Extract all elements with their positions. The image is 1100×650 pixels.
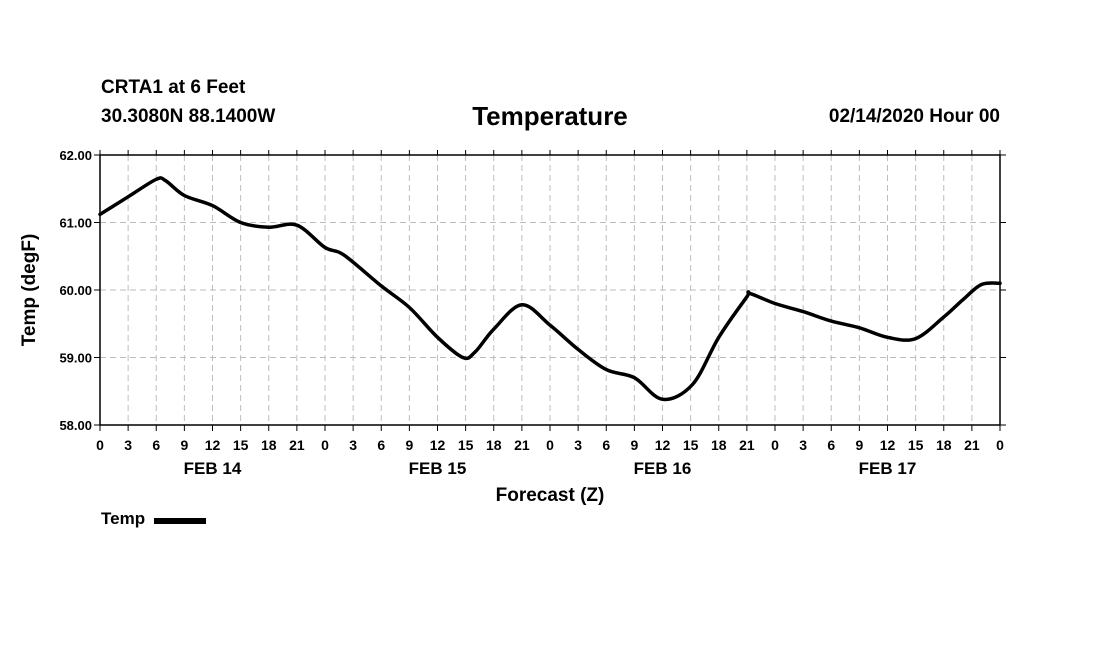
- day-label: FEB 16: [634, 459, 692, 478]
- x-tick-label: 0: [996, 437, 1004, 453]
- x-tick-label: 21: [739, 437, 755, 453]
- station-coordinates: 30.3080N 88.1400W: [101, 106, 276, 127]
- x-tick-label: 3: [124, 437, 132, 453]
- x-tick-label: 15: [908, 437, 924, 453]
- x-tick-label: 6: [152, 437, 160, 453]
- x-tick-label: 3: [574, 437, 582, 453]
- x-tick-label: 0: [321, 437, 329, 453]
- x-tick-label: 12: [655, 437, 671, 453]
- station-name: CRTA1 at 6 Feet: [101, 77, 246, 98]
- y-axis-tick-labels: 58.00 59.00 60.00 61.00 62.00: [59, 148, 92, 433]
- x-tick-label: 18: [711, 437, 727, 453]
- x-tick-label: 9: [180, 437, 188, 453]
- x-tick-label: 15: [683, 437, 699, 453]
- x-tick-label: 0: [96, 437, 104, 453]
- y-tick-label: 61.00: [59, 216, 92, 231]
- y-axis-title: Temp (degF): [19, 234, 40, 347]
- x-tick-label: 6: [602, 437, 610, 453]
- x-tick-label: 12: [205, 437, 221, 453]
- x-tick-label: 3: [349, 437, 357, 453]
- x-axis-tick-labels: 0 3 6 9 12 15 18 21 0 3 6 9 12 15 18 21 0 3 6 9 12 15 18 21 0 3 6 9…: [96, 437, 1004, 453]
- x-tick-label: 3: [799, 437, 807, 453]
- x-tick-label: 18: [936, 437, 952, 453]
- x-tick-label: 21: [289, 437, 305, 453]
- x-tick-label: 12: [430, 437, 446, 453]
- x-tick-label: 15: [458, 437, 474, 453]
- legend-label: Temp: [101, 509, 146, 528]
- y-tick-label: 58.00: [59, 418, 92, 433]
- y-tick-label: 59.00: [59, 351, 92, 366]
- x-tick-label: 9: [855, 437, 863, 453]
- x-tick-label: 9: [405, 437, 413, 453]
- x-tick-label: 12: [880, 437, 896, 453]
- x-tick-label: 18: [486, 437, 502, 453]
- y-tick-label: 60.00: [59, 283, 92, 298]
- x-tick-label: 21: [514, 437, 530, 453]
- legend: Temp: [101, 509, 207, 529]
- y-tick-label: 62.00: [59, 148, 92, 163]
- chart-title: Temperature: [472, 101, 628, 131]
- grid-lines: [100, 155, 1000, 425]
- x-tick-label: 15: [233, 437, 249, 453]
- x-tick-label: 0: [546, 437, 554, 453]
- x-tick-label: 9: [630, 437, 638, 453]
- x-tick-label: 21: [964, 437, 980, 453]
- x-tick-label: 18: [261, 437, 277, 453]
- model-run-time: 02/14/2020 Hour 00: [828, 106, 1000, 127]
- temp-series-line: [98, 176, 1002, 402]
- day-labels: FEB 14 FEB 15 FEB 16 FEB 17: [184, 459, 917, 478]
- axis-ticks: [94, 150, 1006, 431]
- legend-swatch-temp: [154, 517, 207, 524]
- day-label: FEB 17: [859, 459, 917, 478]
- x-axis-title: Forecast (Z): [496, 485, 605, 506]
- day-label: FEB 15: [409, 459, 467, 478]
- day-label: FEB 14: [184, 459, 242, 478]
- x-tick-label: 0: [771, 437, 779, 453]
- x-tick-label: 6: [827, 437, 835, 453]
- x-tick-label: 6: [377, 437, 385, 453]
